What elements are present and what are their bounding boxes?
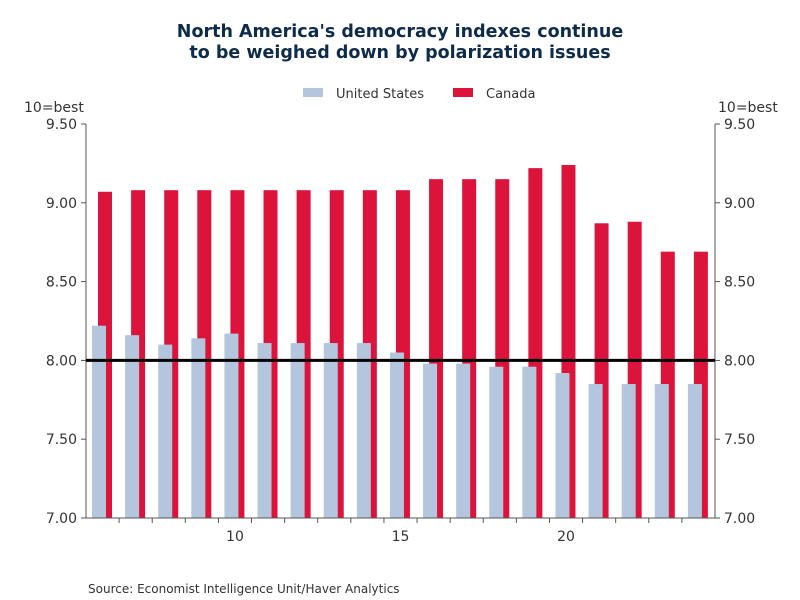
y-tick-label-right: 9.50: [724, 117, 755, 133]
bar-united-states-2008: [158, 344, 173, 518]
bar-united-states-2016: [423, 363, 438, 518]
bar-united-states-2012: [290, 343, 305, 518]
legend-swatch-united-states: [303, 88, 323, 97]
bar-united-states-2007: [125, 335, 140, 518]
x-tick-label: 10: [226, 529, 244, 545]
chart-title-line2: to be weighed down by polarization issue…: [189, 43, 611, 63]
x-tick-label: 15: [392, 529, 410, 545]
y-tick-label-right: 7.50: [724, 432, 755, 448]
bar-united-states-2017: [456, 363, 471, 518]
bar-united-states-2014: [356, 343, 371, 518]
bar-united-states-2015: [389, 352, 404, 518]
right-unit-label: 10=best: [718, 100, 778, 116]
legend: United States Canada: [303, 87, 535, 102]
bar-united-states-2022: [621, 384, 636, 518]
legend-swatch-canada: [453, 88, 473, 97]
bar-united-states-2020: [555, 373, 570, 518]
bar-united-states-2013: [323, 343, 338, 518]
legend-label: Canada: [486, 87, 535, 102]
bar-united-states-2023: [654, 384, 669, 518]
legend-label: United States: [336, 87, 424, 102]
chart-title: North America's democracy indexes contin…: [0, 22, 800, 64]
y-tick-label-left: 8.50: [46, 275, 77, 291]
bar-united-states-2011: [257, 343, 272, 518]
y-tick-label-left: 7.50: [46, 432, 77, 448]
y-tick-label-right: 9.00: [724, 196, 755, 212]
y-tick-label-left: 7.00: [46, 511, 77, 527]
bar-united-states-2021: [588, 384, 603, 518]
bar-united-states-2010: [224, 333, 239, 518]
bar-united-states-2024: [687, 384, 702, 518]
bar-united-states-2006: [92, 325, 106, 518]
chart-title-line1: North America's democracy indexes contin…: [176, 22, 624, 42]
source-note: Source: Economist Intelligence Unit/Have…: [88, 582, 400, 596]
y-tick-label-left: 9.50: [46, 117, 77, 133]
y-tick-label-left: 9.00: [46, 196, 77, 212]
y-tick-label-right: 8.00: [724, 353, 755, 369]
y-tick-label-right: 8.50: [724, 275, 755, 291]
bar-united-states-2009: [191, 338, 206, 518]
y-tick-label-left: 8.00: [46, 353, 77, 369]
x-tick-label: 20: [557, 529, 575, 545]
bar-united-states-2018: [489, 366, 504, 518]
y-tick-label-right: 7.00: [724, 511, 755, 527]
bar-united-states-2019: [522, 366, 537, 518]
left-unit-label: 10=best: [24, 100, 84, 116]
